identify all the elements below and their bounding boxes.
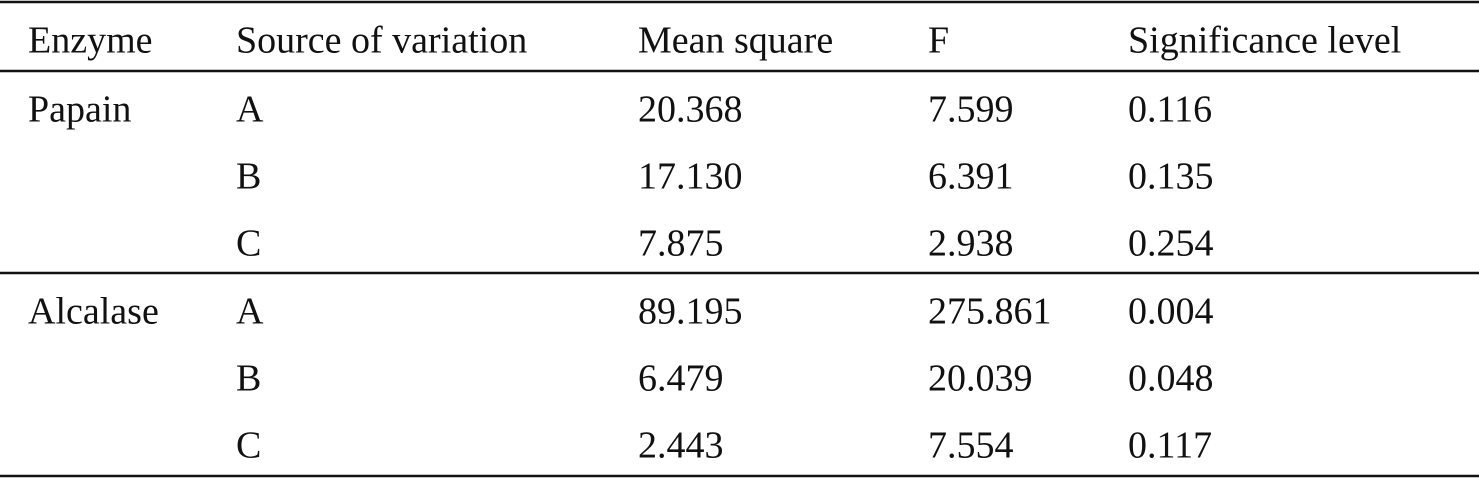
cell: C bbox=[236, 425, 261, 467]
header-cell: Source of variation bbox=[236, 20, 527, 62]
cell: 6.479 bbox=[638, 358, 724, 400]
cell: 6.391 bbox=[928, 156, 1014, 198]
cell: C bbox=[236, 223, 261, 265]
cell: 2.443 bbox=[638, 425, 724, 467]
cell: 2.938 bbox=[928, 223, 1014, 265]
header-cell: Mean square bbox=[638, 20, 833, 62]
header-cell: Enzyme bbox=[28, 20, 153, 62]
cell: 20.039 bbox=[928, 358, 1033, 400]
cell: 17.130 bbox=[638, 156, 743, 198]
cell: 89.195 bbox=[638, 291, 743, 333]
cell: 20.368 bbox=[638, 89, 743, 131]
cell: 7.554 bbox=[928, 425, 1014, 467]
cell: 7.875 bbox=[638, 223, 724, 265]
cell: 0.135 bbox=[1128, 156, 1214, 198]
cell: 0.048 bbox=[1128, 358, 1214, 400]
header-cell: Significance level bbox=[1128, 20, 1401, 62]
cell: 0.116 bbox=[1128, 89, 1212, 131]
header-cell: F bbox=[928, 20, 949, 62]
cell: 0.117 bbox=[1128, 425, 1212, 467]
enzyme-cell: Alcalase bbox=[28, 291, 159, 333]
cell: B bbox=[236, 156, 261, 198]
cell: 0.004 bbox=[1128, 291, 1214, 333]
enzyme-cell: Papain bbox=[28, 89, 131, 131]
cell: 7.599 bbox=[928, 89, 1014, 131]
cell: A bbox=[236, 291, 264, 333]
cell: 275.861 bbox=[928, 291, 1052, 333]
cell: B bbox=[236, 358, 261, 400]
cell: 0.254 bbox=[1128, 223, 1214, 265]
cell: A bbox=[236, 89, 264, 131]
